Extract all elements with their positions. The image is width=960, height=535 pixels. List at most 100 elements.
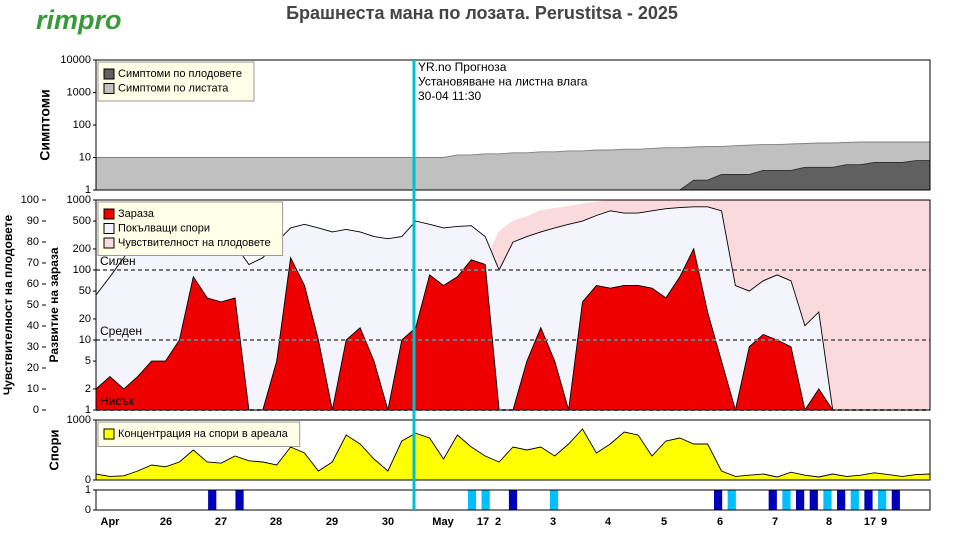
x-tick-label: 27 <box>215 516 227 528</box>
legend: Зараза Покълващи спори Чувствителност на п… <box>97 201 284 256</box>
x-tick-label: May <box>432 516 454 528</box>
legend-label: Симптоми по плодовете <box>118 68 242 80</box>
legend-swatch <box>103 237 115 249</box>
threshold-label: Среден <box>100 324 142 338</box>
plot-border <box>95 489 931 511</box>
legend: Симптоми по плодовете Симптоми по листата <box>97 61 255 102</box>
y2-tick-label: 30 <box>27 341 39 353</box>
legend-label: Симптоми по листата <box>118 82 229 94</box>
legend: Концентрация на спори в ареала <box>97 421 301 447</box>
y-tick-label: 1000 <box>67 414 91 426</box>
threshold-label: Нисък <box>100 394 135 408</box>
y-tick-label: 0 <box>85 504 91 516</box>
y2-tick-label: 20 <box>27 362 39 374</box>
bar <box>713 490 723 510</box>
bar <box>549 490 559 510</box>
x-tick-label: 26 <box>160 516 172 528</box>
y2-tick-label: 40 <box>27 320 39 332</box>
legend-box <box>97 201 284 256</box>
y-tick-label: 1 <box>85 484 91 496</box>
y-tick-label: 0 <box>85 474 91 486</box>
plot-border <box>95 419 931 481</box>
x-tick-label: 28 <box>270 516 282 528</box>
x-tick-label: 17 <box>864 516 876 528</box>
y2-tick-label: 50 <box>27 299 39 311</box>
y-label: Симптоми <box>37 89 53 161</box>
legend-label: Концентрация на спори в ареала <box>118 428 289 440</box>
y-tick-label: 50 <box>79 285 91 297</box>
bar <box>208 490 217 510</box>
bar <box>823 490 832 510</box>
bar <box>467 490 477 510</box>
bar <box>481 490 490 510</box>
plot-border <box>95 199 931 411</box>
y-tick-label: 500 <box>73 215 91 227</box>
y2-label: Чувствителност на плодовете <box>1 215 15 396</box>
annotation: Установяване на листна влага <box>418 75 588 89</box>
y2-tick-label: 90 <box>27 215 39 227</box>
y-tick-label: 2 <box>85 383 91 395</box>
chart-title: Брашнеста мана по лозата. Perustitsa - 2… <box>286 3 678 23</box>
x-tick-label: 29 <box>326 516 338 528</box>
legend-swatch <box>103 83 115 94</box>
y-tick-label: 20 <box>79 313 91 325</box>
bar <box>850 490 859 510</box>
y-tick-label: 100 <box>73 264 91 276</box>
y2-tick-label: 60 <box>27 278 39 290</box>
y-tick-label: 5 <box>85 355 91 367</box>
area <box>95 428 931 481</box>
x-tick-label: 4 <box>605 516 612 528</box>
legend-box <box>97 61 255 102</box>
legend-swatch <box>103 223 115 234</box>
legend-swatch <box>103 208 115 220</box>
y2-tick-label: 70 <box>27 257 39 269</box>
x-tick-label: 30 <box>382 516 394 528</box>
legend-swatch <box>103 428 115 440</box>
bar <box>508 490 518 510</box>
legend-box <box>97 421 301 447</box>
y-label: Развитие на зараза <box>47 247 61 362</box>
y-tick-label: 1000 <box>67 86 91 98</box>
y-tick-label: 1000 <box>67 194 91 206</box>
legend-label: Чувствителност на плодовете <box>118 237 271 249</box>
logo: rimpro <box>36 5 122 35</box>
annotation: 30-04 11:30 <box>418 89 481 103</box>
x-tick-label: 6 <box>717 516 723 528</box>
bar <box>837 490 846 510</box>
x-tick-label: 2 <box>495 516 501 528</box>
legend-label: Покълващи спори <box>118 222 210 234</box>
x-tick-label: 3 <box>550 516 556 528</box>
legend-swatch <box>103 68 115 80</box>
y2-tick-label: 10 <box>27 383 39 395</box>
bar <box>727 490 736 510</box>
bar <box>809 490 818 510</box>
bar <box>782 490 791 510</box>
annotation: YR.no Прогноза <box>418 60 507 74</box>
y-tick-label: 200 <box>73 243 91 255</box>
bar <box>235 490 244 510</box>
y-tick-label: 10 <box>79 334 91 346</box>
y-tick-label: 10 <box>79 151 91 163</box>
bar <box>864 490 873 510</box>
y-tick-label: 1 <box>85 404 91 416</box>
x-tick-label: 7 <box>772 516 778 528</box>
bar <box>878 490 887 510</box>
bar <box>796 490 805 510</box>
bar <box>768 490 777 510</box>
legend-label: Зараза <box>118 208 155 220</box>
x-tick-label: 17 <box>477 516 489 528</box>
bar <box>891 490 900 510</box>
x-tick-label: 8 <box>826 516 832 528</box>
x-tick-label: 9 <box>881 516 887 528</box>
y2-tick-label: 80 <box>27 236 39 248</box>
y-tick-label: 10000 <box>60 54 91 66</box>
y-tick-label: 1 <box>85 184 91 196</box>
threshold-label: Силен <box>100 254 136 268</box>
x-tick-label: Apr <box>101 516 121 528</box>
y2-tick-label: 0 <box>33 404 39 416</box>
y2-tick-label: 100 <box>21 194 39 206</box>
y-label: Спори <box>46 429 61 470</box>
y-tick-label: 100 <box>73 119 91 131</box>
x-tick-label: 5 <box>661 516 667 528</box>
